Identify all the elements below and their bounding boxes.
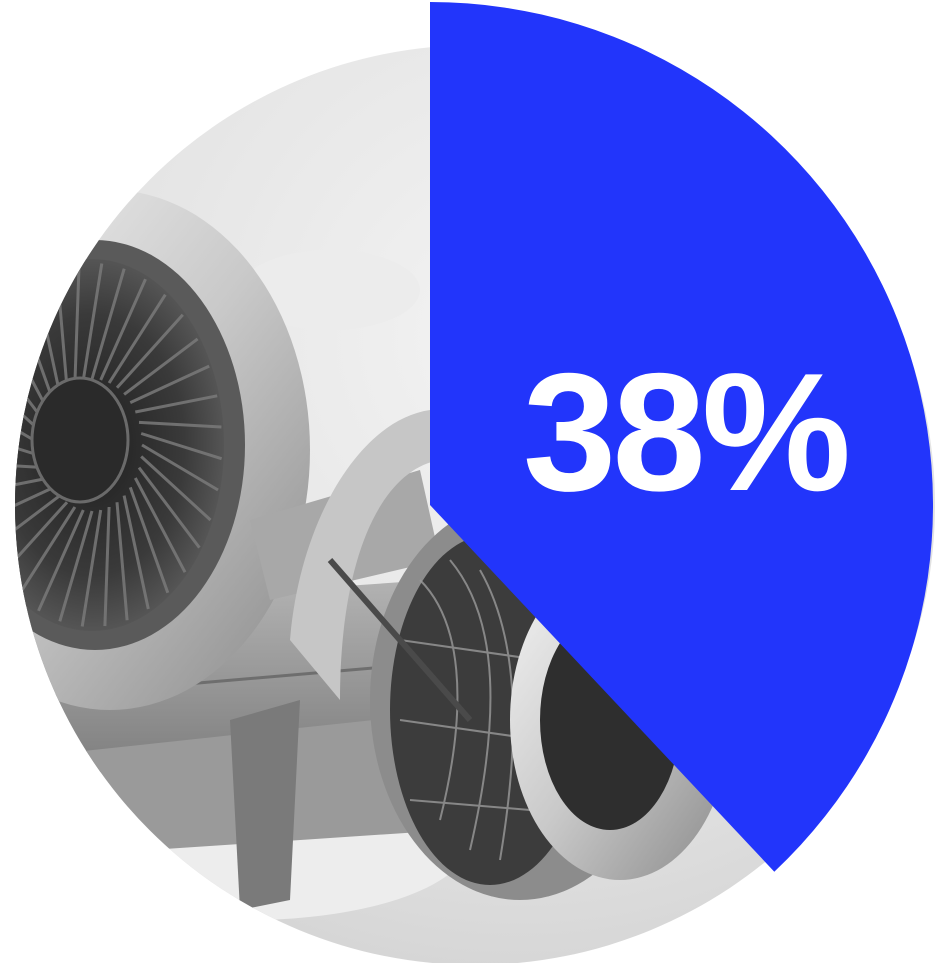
fan-blade [99,278,147,381]
fan-blade [129,364,210,404]
fan-blade [123,337,199,396]
percentage-label: 38% [523,338,847,526]
fan-blade [141,443,219,492]
fan-blade [15,368,44,435]
fan-blade [73,263,81,384]
fan-blade [81,263,104,381]
fan-blade [15,501,69,577]
fan-blade [103,506,111,627]
fan-blade [15,398,43,447]
percentage-wedge [430,2,934,872]
fan-blade [15,476,49,496]
fan-blade [80,509,103,627]
fan-blade [140,455,212,522]
fan-blade [137,466,201,549]
fan-blade [15,486,55,526]
fan-blade [15,341,47,424]
fan-blade [15,461,46,470]
fan-blade [135,394,218,414]
fan-blade [107,293,167,384]
fan-blade [37,509,85,612]
fan-blade [115,313,184,389]
fan-blade [15,429,44,458]
fan-blade [15,494,61,553]
fan-blade [140,432,223,461]
fan-blade [90,268,126,380]
fan-blade [58,510,94,622]
fan-blade [122,495,150,610]
fan-blade [115,502,129,621]
fan-blade [133,477,187,573]
fan-blade [128,486,170,594]
fan-blade [17,506,77,597]
fan-blade [138,420,222,429]
